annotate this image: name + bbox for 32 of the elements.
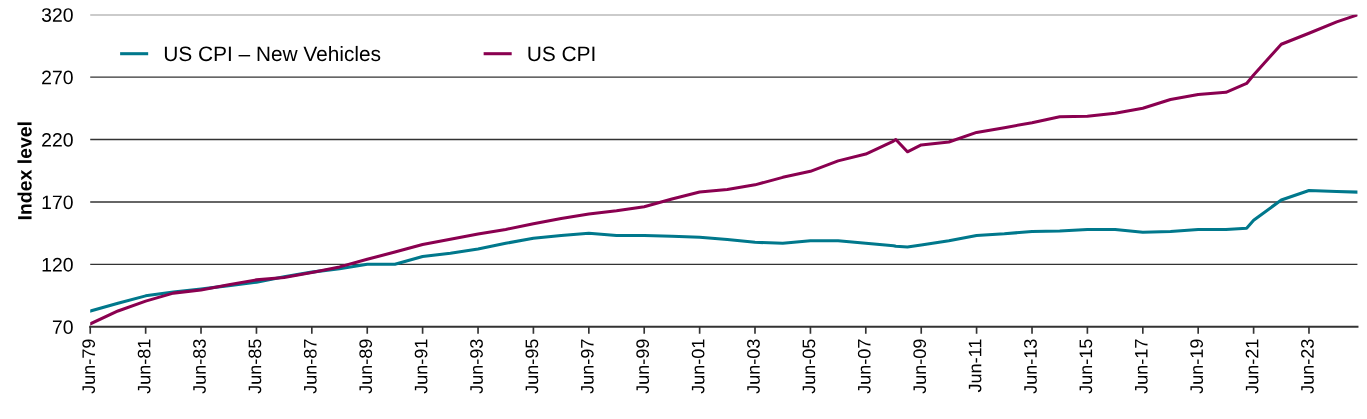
y-axis-title: Index level bbox=[17, 122, 32, 220]
x-tick-label: Jun-03 bbox=[747, 339, 760, 394]
y-tick-label: 270 bbox=[42, 70, 73, 85]
x-tick-label: Jun-89 bbox=[359, 339, 373, 394]
legend-label: US CPI – New Vehicles bbox=[164, 45, 381, 62]
y-tick-label: 170 bbox=[42, 195, 73, 210]
y-tick-label: 220 bbox=[42, 132, 73, 147]
x-tick-label: Jun-07 bbox=[857, 339, 871, 394]
y-tick-label: 320 bbox=[41, 8, 73, 22]
x-tick-label: Jun-09 bbox=[913, 339, 927, 394]
x-tick-label: Jun-79 bbox=[82, 339, 96, 394]
y-tick-label: 120 bbox=[42, 257, 73, 272]
y-tick-label: 70 bbox=[52, 320, 73, 335]
x-tick-label: Jun-87 bbox=[303, 339, 317, 394]
x-tick-label: Jun-85 bbox=[248, 339, 262, 394]
x-tick-label: Jun-17 bbox=[1135, 339, 1148, 394]
x-tick-label: Jun-95 bbox=[525, 339, 539, 394]
x-tick-label: Jun-91 bbox=[414, 339, 428, 394]
x-tick-label: Jun-19 bbox=[1190, 339, 1204, 394]
x-tick-label: Jun-05 bbox=[802, 339, 816, 394]
x-tick-label: Jun-83 bbox=[193, 339, 206, 394]
x-tick-label: Jun-99 bbox=[636, 339, 650, 394]
x-tick-label: Jun-23 bbox=[1301, 339, 1314, 394]
x-tick-label: Jun-11 bbox=[968, 339, 982, 393]
x-tick-label: Jun-13 bbox=[1024, 339, 1037, 394]
legend-label: US CPI bbox=[528, 46, 595, 62]
x-tick-label: Jun-93 bbox=[470, 339, 483, 394]
x-tick-label: Jun-01 bbox=[691, 339, 705, 394]
x-tick-label: Jun-81 bbox=[137, 339, 151, 394]
x-tick-label: Jun-97 bbox=[580, 339, 594, 394]
x-tick-label: Jun-21 bbox=[1245, 339, 1259, 394]
x-tick-label: Jun-15 bbox=[1079, 339, 1093, 394]
